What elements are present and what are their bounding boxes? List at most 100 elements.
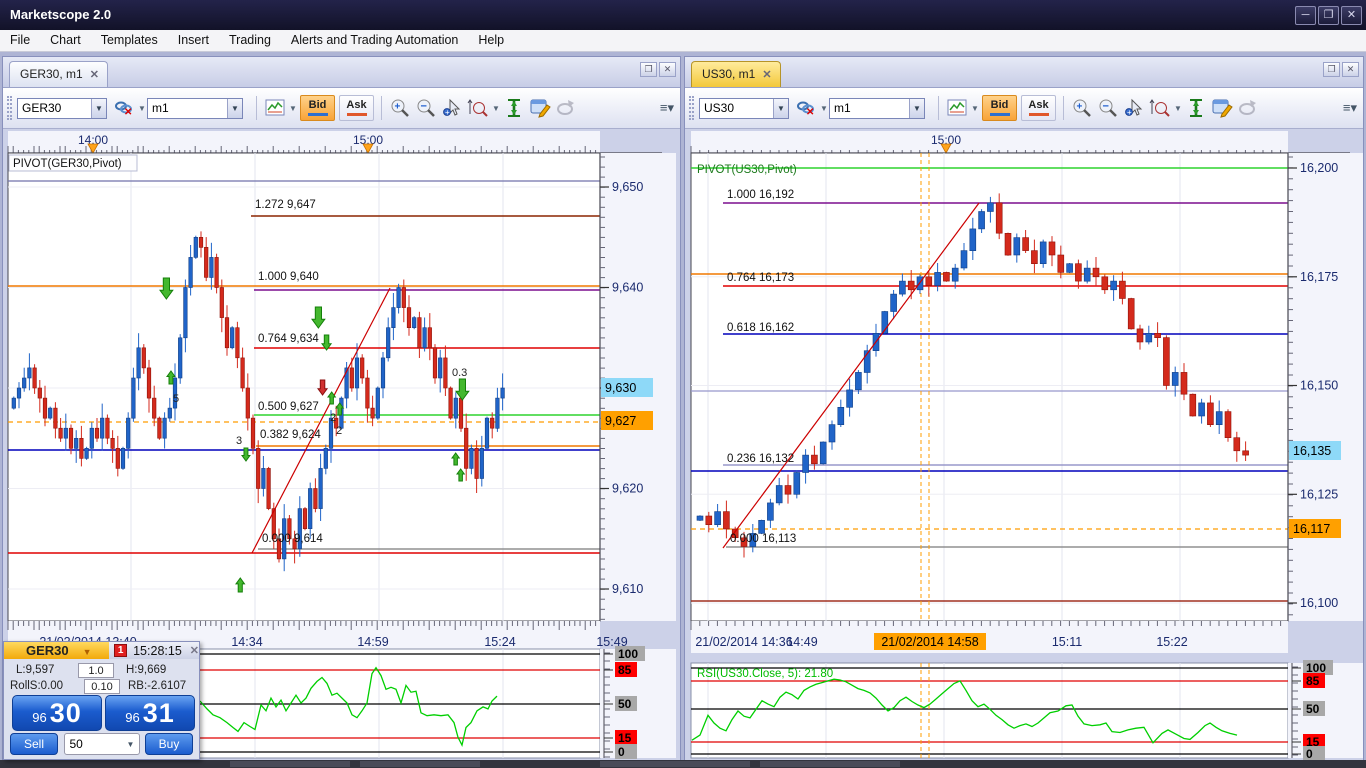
svg-text:85: 85 [1306,674,1320,688]
annotate-icon[interactable] [1210,96,1234,120]
quote-time: 15:28:15 [133,644,182,658]
bid-label: Bid [991,99,1009,111]
unlink-icon[interactable]: ✕ [112,96,136,120]
svg-text:100: 100 [618,647,638,661]
chevron-down-icon[interactable]: ▼ [491,104,501,113]
svg-text:0.000 16,113: 0.000 16,113 [730,533,796,545]
chart-type-icon[interactable] [263,96,287,120]
zoom-out-icon[interactable]: − [1096,96,1120,120]
zoom-box-icon[interactable] [466,96,490,120]
chevron-down-icon[interactable]: ▼ [137,104,147,113]
panel-maximize-icon[interactable]: ❐ [1323,62,1340,77]
quote-low: L:9,597 [4,664,66,676]
symbol-select[interactable]: GER30▼ [17,98,107,119]
period-value: m1 [830,101,909,115]
tab-ger30-m1[interactable]: GER30, m1✕ [9,61,108,87]
zoom-in-icon[interactable]: + [1070,96,1094,120]
toolbar-overflow-icon[interactable]: ≡▾ [1343,100,1357,116]
unlink-icon[interactable]: ✕ [794,96,818,120]
tabstrip-right: US30, m1✕ ❐ ✕ [685,57,1363,88]
amount-select[interactable]: 50▼ [64,733,140,755]
svg-text:50: 50 [1306,702,1320,716]
ask-button[interactable]: Ask [1021,95,1056,121]
chevron-down-icon[interactable]: ▼ [227,99,242,118]
time-axis: 21/02/2014 14:3614:4921/02/2014 14:5815:… [691,621,1288,653]
panel-close-icon[interactable]: ✕ [1342,62,1359,77]
buy-button[interactable]: Buy [145,733,193,755]
menu-templates[interactable]: Templates [91,30,168,47]
sell-button[interactable]: Sell [10,733,58,755]
quote-header[interactable]: GER30▼ 1 15:28:15 ✕ [4,642,199,659]
fit-vertical-icon[interactable] [502,96,526,120]
menu-chart[interactable]: Chart [40,30,91,47]
chevron-down-icon[interactable]: ▼ [819,104,829,113]
quote-spread: 1.0 [78,663,114,678]
zoom-in-icon[interactable]: + [388,96,412,120]
svg-text:100: 100 [1306,661,1326,675]
minimize-icon[interactable]: ─ [1295,6,1316,25]
menu-insert[interactable]: Insert [168,30,219,47]
panel-close-icon[interactable]: ✕ [659,62,676,77]
annotate-icon[interactable] [528,96,552,120]
chevron-down-icon[interactable]: ▼ [91,99,106,118]
chevron-down-icon[interactable]: ▼ [1173,104,1183,113]
svg-text:PIVOT(GER30,Pivot): PIVOT(GER30,Pivot) [13,158,122,170]
auto-shift-icon[interactable] [1236,96,1260,120]
svg-text:16,100: 16,100 [1300,596,1338,610]
period-select[interactable]: m1▼ [147,98,243,119]
menu-alerts[interactable]: Alerts and Trading Automation [281,30,468,47]
chevron-down-icon[interactable]: ▼ [123,740,139,749]
symbol-value: US30 [700,101,773,115]
toolbar-grip[interactable] [689,96,694,120]
toolbar-grip[interactable] [7,96,12,120]
tab-us30-m1[interactable]: US30, m1✕ [691,61,781,87]
quote-symbol[interactable]: GER30▼ [4,642,109,659]
buy-price-button[interactable]: 9631 [105,695,195,731]
chevron-down-icon[interactable]: ▼ [83,647,92,657]
chevron-down-icon[interactable]: ▼ [288,104,298,113]
svg-text:85: 85 [618,663,632,677]
chevron-down-icon[interactable]: ▼ [773,99,788,118]
menu-file[interactable]: File [0,30,40,47]
auto-shift-icon[interactable] [554,96,578,120]
menu-trading[interactable]: Trading [219,30,281,47]
sell-price-button[interactable]: 9630 [12,695,102,731]
close-icon[interactable]: ✕ [1341,6,1362,25]
period-select[interactable]: m1▼ [829,98,925,119]
close-icon[interactable]: ✕ [190,644,199,657]
us30-chart-area[interactable]: 15:001.000 16,1920.764 16,1730.618 16,16… [685,129,1363,761]
alert-badge[interactable]: 1 [114,644,127,657]
svg-text:9,610: 9,610 [612,582,643,596]
svg-text:15:22: 15:22 [1156,635,1187,649]
bid-button[interactable]: Bid [300,95,335,121]
symbol-value: GER30 [18,101,91,115]
svg-text:1.000 9,640: 1.000 9,640 [258,271,319,283]
restore-icon[interactable]: ❐ [1318,6,1339,25]
svg-text:RSI(US30.Close, 5): 21.80: RSI(US30.Close, 5): 21.80 [697,668,833,680]
window-title: Marketscope 2.0 [10,7,111,22]
svg-text:16,117: 16,117 [1293,522,1330,536]
ask-label: Ask [1028,99,1048,111]
tab-close-icon[interactable]: ✕ [90,69,99,81]
chevron-down-icon[interactable]: ▼ [970,104,980,113]
toolbar-overflow-icon[interactable]: ≡▾ [660,100,674,116]
time-ruler: 15:00 [691,131,1350,153]
chart-window-us30: US30, m1✕ ❐ ✕ US30▼ ✕ ▼ m1▼ ▼ Bid Ask + … [684,56,1364,762]
price-axis: 9,6509,6409,6309,6209,6109,6309,627 [600,153,676,621]
fit-vertical-icon[interactable] [1184,96,1208,120]
svg-text:+: + [445,108,450,117]
symbol-select[interactable]: US30▼ [699,98,789,119]
menu-help[interactable]: Help [468,30,514,47]
zoom-pointer-icon[interactable]: + [440,96,464,120]
bid-button[interactable]: Bid [982,95,1017,121]
ask-button[interactable]: Ask [339,95,374,121]
zoom-pointer-icon[interactable]: + [1122,96,1146,120]
panel-maximize-icon[interactable]: ❐ [640,62,657,77]
chevron-down-icon[interactable]: ▼ [909,99,924,118]
zoom-out-icon[interactable]: − [414,96,438,120]
chart-type-icon[interactable] [945,96,969,120]
tab-close-icon[interactable]: ✕ [762,69,771,81]
zoom-box-icon[interactable] [1148,96,1172,120]
svg-text:0.000 9,614: 0.000 9,614 [262,533,323,545]
svg-text:15:11: 15:11 [1052,635,1082,649]
